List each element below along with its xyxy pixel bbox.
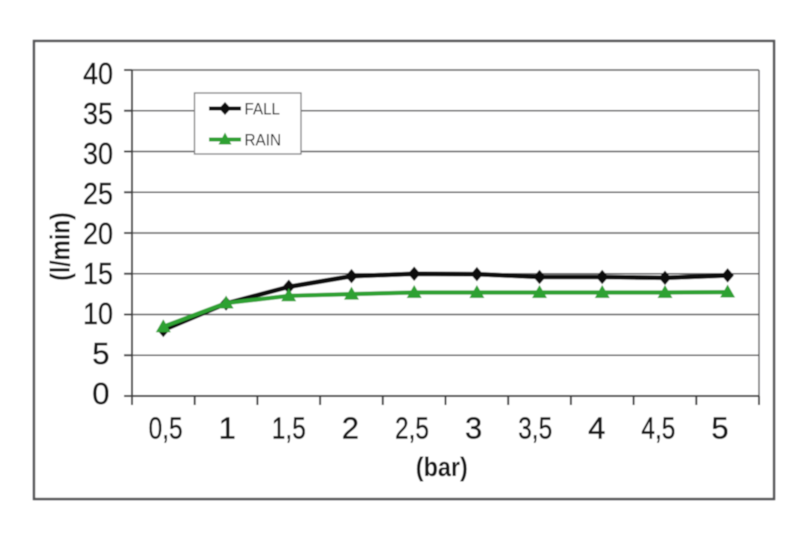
- svg-text:(bar): (bar): [416, 452, 468, 482]
- svg-text:FALL: FALL: [245, 100, 281, 119]
- svg-text:30: 30: [83, 136, 113, 171]
- svg-text:20: 20: [83, 216, 113, 251]
- svg-text:1: 1: [219, 411, 236, 446]
- svg-text:0: 0: [92, 376, 109, 411]
- svg-text:35: 35: [83, 96, 113, 131]
- svg-text:25: 25: [83, 176, 113, 211]
- svg-text:1,5: 1,5: [272, 411, 306, 446]
- svg-text:40: 40: [83, 56, 113, 91]
- svg-text:RAIN: RAIN: [245, 131, 282, 150]
- svg-text:(l/min): (l/min): [45, 212, 76, 281]
- svg-text:4: 4: [588, 411, 605, 446]
- svg-text:3,5: 3,5: [518, 411, 552, 446]
- svg-text:4,5: 4,5: [641, 411, 675, 446]
- svg-text:2,5: 2,5: [395, 411, 429, 446]
- svg-text:15: 15: [83, 256, 113, 291]
- svg-text:0,5: 0,5: [149, 411, 183, 446]
- svg-text:2: 2: [342, 411, 359, 446]
- svg-text:5: 5: [92, 336, 109, 371]
- svg-text:10: 10: [83, 296, 113, 331]
- svg-text:3: 3: [465, 411, 482, 446]
- svg-text:5: 5: [711, 411, 728, 446]
